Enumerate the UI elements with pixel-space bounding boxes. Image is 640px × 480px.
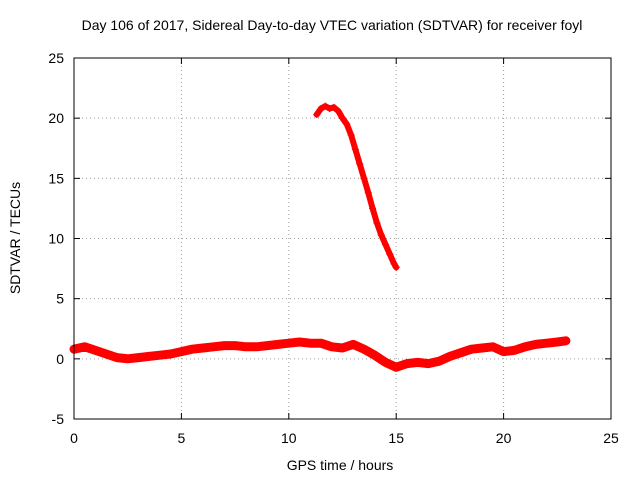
y-tick-label: -5: [52, 411, 65, 427]
series-band: [69, 336, 571, 372]
data-point-marker: [339, 344, 346, 352]
data-point-marker: [334, 107, 342, 115]
axis-ticks: 0 5 10 15 20 25 -5 0 5 10 15 20 25: [48, 50, 619, 446]
data-point-marker: [360, 345, 368, 353]
data-point-marker: [188, 345, 196, 353]
data-point-marker: [390, 260, 398, 268]
data-point-marker: [296, 338, 304, 346]
data-point-marker: [156, 351, 164, 359]
chart-title: Day 106 of 2017, Sidereal Day-to-day VTE…: [82, 17, 583, 33]
y-tick-label: 5: [56, 291, 64, 307]
data-point-marker: [369, 204, 377, 212]
data-point-marker: [381, 241, 389, 249]
data-point-marker: [510, 346, 518, 354]
x-tick-label: 5: [178, 430, 186, 446]
data-point-marker: [220, 342, 228, 350]
data-point-marker: [553, 338, 561, 346]
data-point-marker: [113, 354, 121, 362]
data-point-marker: [373, 219, 381, 227]
data-point-marker: [339, 114, 346, 122]
data-point-marker: [392, 363, 400, 371]
data-point-marker: [532, 340, 540, 348]
y-axis-label: SDTVAR / TECUs: [7, 182, 23, 294]
data-point-marker: [210, 343, 218, 351]
data-point-marker: [306, 339, 314, 347]
data-point-marker: [343, 120, 351, 128]
data-point-marker: [386, 250, 394, 258]
data-point-marker: [177, 348, 185, 356]
data-point-marker: [351, 145, 359, 153]
grid: [74, 58, 611, 419]
x-tick-label: 25: [603, 430, 619, 446]
y-tick-label: 15: [48, 170, 64, 186]
data-point-marker: [381, 358, 389, 366]
data-point-marker: [328, 343, 336, 351]
x-tick-label: 0: [70, 430, 78, 446]
data-point-marker: [317, 105, 325, 113]
data-point-marker: [392, 263, 400, 271]
data-point-marker: [124, 355, 132, 363]
data-point-marker: [242, 343, 250, 351]
y-tick-label: 25: [48, 50, 64, 66]
data-point-marker: [377, 231, 385, 239]
data-point-marker: [360, 174, 368, 182]
x-tick-label: 15: [388, 430, 404, 446]
data-point-marker: [349, 340, 357, 348]
data-point-marker: [285, 339, 293, 347]
data-point-marker: [435, 357, 443, 365]
data-point-marker: [364, 189, 372, 197]
data-point-marker: [414, 358, 422, 366]
y-tick-label: 0: [56, 351, 64, 367]
x-axis-label: GPS time / hours: [287, 457, 394, 473]
data-point-marker: [102, 350, 110, 358]
data-point-marker: [263, 342, 271, 350]
data-series: [69, 102, 571, 372]
data-point-marker: [371, 351, 379, 359]
data-point-marker: [521, 343, 529, 351]
y-tick-label: 10: [48, 231, 64, 247]
data-point-marker: [347, 131, 355, 139]
x-tick-label: 20: [496, 430, 512, 446]
series-spike: [313, 102, 400, 271]
data-point-marker: [231, 342, 239, 350]
data-point-marker: [457, 349, 465, 357]
data-point-marker: [321, 102, 329, 110]
data-point-marker: [500, 348, 508, 356]
data-point-marker: [199, 344, 207, 352]
data-point-marker: [317, 339, 325, 347]
series-band: [313, 103, 400, 271]
y-tick-label: 20: [48, 110, 64, 126]
data-point-marker: [424, 360, 432, 368]
data-point-marker: [467, 345, 475, 353]
x-tick-label: 10: [281, 430, 297, 446]
data-point-marker: [562, 337, 570, 345]
data-point-marker: [326, 105, 334, 113]
data-point-marker: [543, 339, 551, 347]
data-point-marker: [313, 111, 321, 119]
data-point-marker: [167, 350, 175, 358]
data-point-marker: [489, 343, 497, 351]
data-point-marker: [81, 343, 89, 351]
data-point-marker: [253, 343, 261, 351]
data-point-marker: [403, 360, 411, 368]
data-point-marker: [478, 344, 486, 352]
data-point-marker: [446, 352, 454, 360]
data-point-marker: [356, 160, 364, 168]
data-point-marker: [145, 352, 153, 360]
data-point-marker: [274, 340, 282, 348]
data-point-marker: [91, 346, 99, 354]
data-point-marker: [330, 103, 338, 111]
data-point-marker: [134, 354, 142, 362]
series-baseline: [69, 336, 571, 372]
